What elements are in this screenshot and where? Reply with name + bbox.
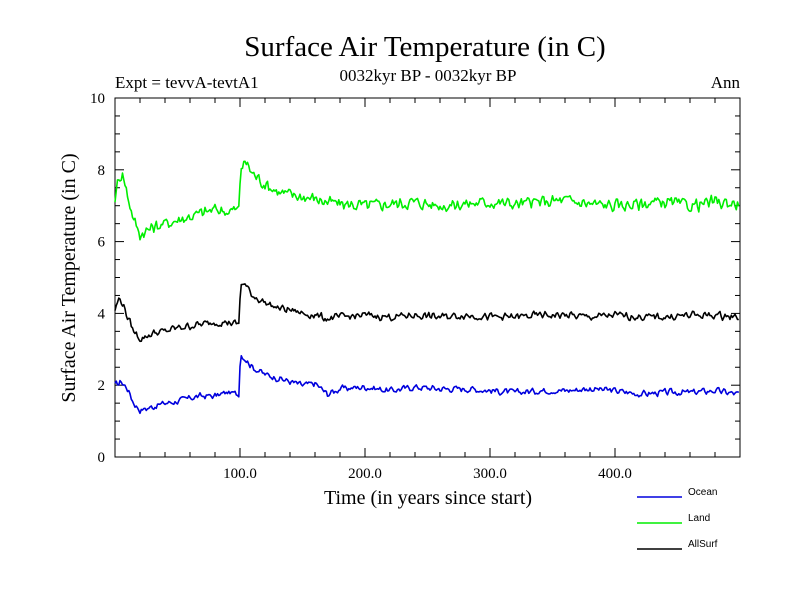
plot-area: 100.0 200.0 300.0 400.0 0 2 4 6 8 10 <box>90 91 741 482</box>
x-axis-label: Time (in years since start) <box>324 487 532 509</box>
y-axis-label: Surface Air Temperature (in C) <box>58 153 80 402</box>
plot-frame <box>114 97 741 458</box>
subtitle-center: 0032kyr BP - 0032kyr BP <box>340 66 517 85</box>
y-tick-label: 2 <box>98 378 106 394</box>
y-tick-label: 6 <box>98 235 106 251</box>
y-tick-label: 8 <box>98 163 106 179</box>
series-line-land <box>114 160 740 241</box>
subtitle-right: Ann <box>711 73 741 92</box>
series-line-allsurf <box>114 283 739 343</box>
y-tick-label: 4 <box>98 306 106 322</box>
series-line-ocean <box>114 355 740 415</box>
y-tick-label: 10 <box>90 91 105 107</box>
x-tick-label: 400.0 <box>598 466 632 482</box>
legend-label-ocean: Ocean <box>688 487 717 498</box>
y-tick-label: 0 <box>98 450 106 466</box>
legend-label-allsurf: AllSurf <box>688 539 718 550</box>
x-tick-label: 300.0 <box>473 466 507 482</box>
x-tick-label: 100.0 <box>223 466 257 482</box>
chart-title: Surface Air Temperature (in C) <box>244 31 605 63</box>
legend-label-land: Land <box>688 513 710 524</box>
legend: Ocean Land AllSurf <box>637 487 718 550</box>
subtitle-left: Expt = tevvA-tevtA1 <box>115 73 259 92</box>
x-tick-label: 200.0 <box>348 466 382 482</box>
